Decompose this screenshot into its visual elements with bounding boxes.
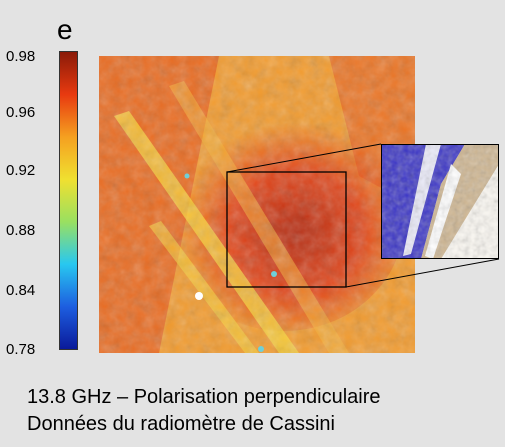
colorbar-tick: 0.92 bbox=[6, 162, 36, 179]
map-cyan-spot bbox=[258, 346, 264, 352]
inset-image bbox=[381, 144, 499, 259]
emissivity-map bbox=[99, 56, 415, 353]
colorbar-tick: 0.78 bbox=[6, 341, 36, 358]
colorbar-tick: 0.88 bbox=[6, 222, 36, 239]
map-cyan-spot bbox=[271, 271, 277, 277]
colorbar bbox=[59, 51, 78, 350]
zoom-box bbox=[226, 171, 347, 288]
caption-line-1: 13.8 GHz – Polarisation perpendiculaire bbox=[27, 386, 381, 408]
colorbar-title: e bbox=[57, 14, 73, 45]
colorbar-tick: 0.98 bbox=[6, 48, 36, 65]
zoom-connector bbox=[226, 143, 382, 173]
map-cyan-spot bbox=[184, 173, 190, 179]
caption-line-2: Données du radiomètre de Cassini bbox=[27, 413, 335, 435]
inset-frame bbox=[381, 144, 499, 259]
zoom-connector bbox=[345, 258, 500, 288]
colorbar-tick: 0.84 bbox=[6, 282, 36, 299]
colorbar-tick: 0.96 bbox=[6, 104, 36, 121]
map-texture bbox=[99, 56, 415, 353]
map-white-spot bbox=[195, 292, 203, 300]
